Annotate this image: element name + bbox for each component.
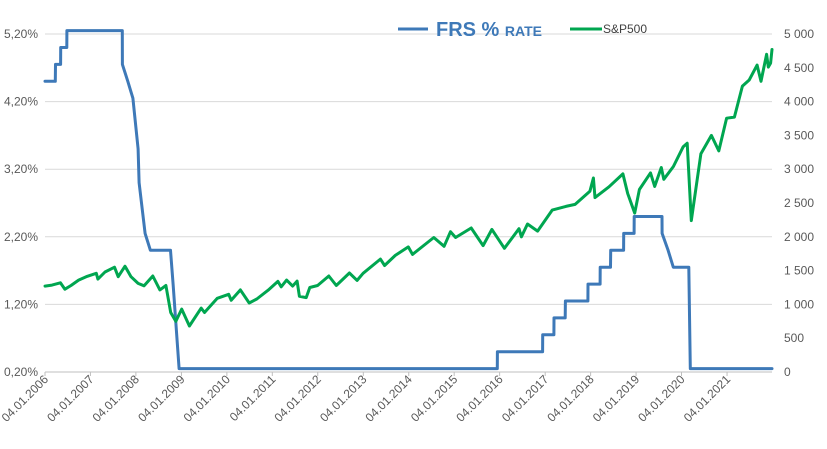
x-tick-label: 04.01.2015 xyxy=(408,372,461,425)
x-tick-label: 04.01.2019 xyxy=(590,372,643,425)
x-tick-label: 04.01.2011 xyxy=(227,372,279,424)
x-tick-label: 04.01.2006 xyxy=(0,372,51,425)
x-tick-label: 04.01.2016 xyxy=(453,372,506,425)
y-left-tick-label: 4,20% xyxy=(4,95,38,109)
series-line-sp xyxy=(43,48,774,328)
y-left-tick-label: 0,20% xyxy=(4,365,38,379)
x-tick-label: 04.01.2018 xyxy=(544,372,597,425)
y-right-tick-label: 2 000 xyxy=(784,230,814,244)
series-line-frs xyxy=(43,29,774,371)
x-tick-label: 04.01.2010 xyxy=(181,372,234,425)
legend-label-frs-rate: RATE xyxy=(505,23,542,39)
x-tick-label: 04.01.2020 xyxy=(635,372,688,425)
x-tick-label: 04.01.2009 xyxy=(135,372,188,425)
y-right-tick-label: 4 500 xyxy=(784,61,814,75)
legend-label-frs-main: FRS % xyxy=(436,19,505,41)
y-axis-right: 0 500 1 000 1 500 2 000 2 500 3 000 3 500 4 000 4… xyxy=(784,27,814,379)
y-right-tick-label: 0 xyxy=(784,365,791,379)
x-tick-label: 04.01.2007 xyxy=(44,372,97,425)
y-right-tick-label: 3 500 xyxy=(784,128,814,142)
x-tick-label: 04.01.2021 xyxy=(681,372,734,425)
y-right-tick-label: 500 xyxy=(784,331,804,345)
x-tick-label: 04.01.2012 xyxy=(272,372,325,425)
y-axis-left: 0,20% 1,20% 2,20% 3,20% 4,20% 5,20% xyxy=(4,27,38,379)
y-right-tick-label: 1 500 xyxy=(784,264,814,278)
x-tick-label: 04.01.2008 xyxy=(90,372,143,425)
legend: FRS % RATE S&P500 xyxy=(398,19,647,41)
legend-label-sp: S&P500 xyxy=(603,22,647,36)
y-right-tick-label: 5 000 xyxy=(784,27,814,41)
y-right-tick-label: 2 500 xyxy=(784,196,814,210)
y-left-tick-label: 2,20% xyxy=(4,230,38,244)
y-right-tick-label: 4 000 xyxy=(784,95,814,109)
series-group xyxy=(43,29,774,371)
gridlines xyxy=(45,33,772,373)
y-left-tick-label: 1,20% xyxy=(4,297,38,311)
y-right-tick-label: 1 000 xyxy=(784,297,814,311)
y-left-tick-label: 3,20% xyxy=(4,162,38,176)
x-tick-label: 04.01.2013 xyxy=(317,372,370,425)
x-tick-label: 04.01.2014 xyxy=(363,372,416,425)
y-left-tick-label: 5,20% xyxy=(4,27,38,41)
x-axis: 04.01.200604.01.200704.01.200804.01.2009… xyxy=(0,372,733,425)
legend-label-frs: FRS % RATE xyxy=(436,19,542,41)
y-right-tick-label: 3 000 xyxy=(784,162,814,176)
x-tick-label: 04.01.2017 xyxy=(499,372,552,425)
